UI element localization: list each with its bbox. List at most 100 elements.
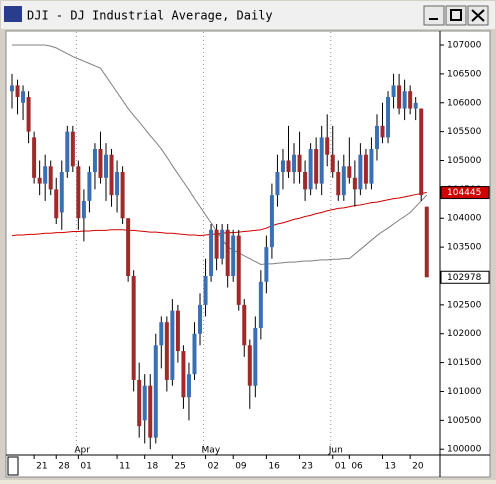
candle-body <box>164 322 169 380</box>
candle-body <box>192 333 197 375</box>
y-tick-label: 106000 <box>447 98 482 108</box>
candle-body <box>87 172 92 201</box>
y-tick-label: 102500 <box>447 300 482 310</box>
candle-body <box>186 374 191 398</box>
y-tick-label: 100500 <box>447 416 482 426</box>
x-tick-label: 18 <box>147 462 159 472</box>
candle-body <box>131 275 136 380</box>
candle-body <box>391 85 396 97</box>
minimize-button[interactable] <box>423 5 445 26</box>
candle-body <box>247 345 252 386</box>
candle-body <box>109 154 114 196</box>
candle-body <box>10 85 14 92</box>
candle-body <box>76 166 81 219</box>
x-tick-label: 23 <box>302 462 313 472</box>
y-tick-label: 105500 <box>447 127 482 137</box>
price-tag <box>440 270 490 284</box>
candle-body <box>253 327 258 386</box>
candle-body <box>369 148 374 184</box>
x-tick-label: 11 <box>119 462 130 472</box>
x-tick-label: 13 <box>385 462 396 472</box>
candle-body <box>242 304 247 346</box>
candle-body <box>358 154 363 190</box>
y-tick-label: 101500 <box>447 358 482 368</box>
candle-body <box>209 229 214 276</box>
candle-body <box>48 166 53 190</box>
price-tag-label: 104445 <box>447 188 481 198</box>
maximize-button[interactable] <box>445 5 467 26</box>
month-label: Apr <box>74 446 90 456</box>
candle-body <box>374 125 379 149</box>
candle-body <box>126 218 131 276</box>
y-tick-label: 104000 <box>447 214 482 224</box>
y-tick-label: 101000 <box>447 387 482 397</box>
candle-body <box>314 148 319 184</box>
candle-body <box>15 85 20 97</box>
candle-body <box>32 137 37 178</box>
candle-body <box>236 235 241 305</box>
candle-body <box>220 229 225 259</box>
candle-body <box>330 154 335 173</box>
candle-body <box>142 385 147 421</box>
candle-body <box>70 131 75 167</box>
x-tick-label: 01 <box>80 462 91 472</box>
candle-body <box>352 177 357 190</box>
candle-body <box>363 154 368 184</box>
candle-body <box>231 235 236 276</box>
x-tick-label: 21 <box>36 462 47 472</box>
candle-body <box>104 154 109 178</box>
candle-body <box>159 322 164 346</box>
x-tick-label: 28 <box>58 462 70 472</box>
candle-body <box>54 189 59 219</box>
candle-body <box>292 154 297 173</box>
candle-body <box>303 172 308 190</box>
window-title: DJI - DJ Industrial Average, Daily <box>27 9 273 23</box>
candle-body <box>408 91 413 109</box>
candle-body <box>397 85 402 109</box>
candle-body <box>21 91 26 103</box>
y-tick-label: 102000 <box>447 329 482 339</box>
candle-body <box>419 108 424 196</box>
candle-body <box>92 148 97 173</box>
candle-body <box>170 310 175 380</box>
candle-body <box>286 160 291 173</box>
candle-body <box>137 379 142 427</box>
candle-body <box>380 125 385 138</box>
x-tick-label: 20 <box>412 462 424 472</box>
y-tick-label: 103500 <box>447 243 482 253</box>
y-tick-label: 106500 <box>447 69 482 79</box>
candle-body <box>43 166 48 184</box>
candle-body <box>65 131 70 173</box>
candle-body <box>225 229 230 276</box>
candle-body <box>336 172 341 196</box>
candle-body <box>153 345 158 438</box>
candle-body <box>413 102 418 109</box>
x-tick-label: 25 <box>174 462 185 472</box>
candle-body <box>175 310 180 352</box>
moving-average-line <box>11 192 427 237</box>
y-tick-label: 100000 <box>447 445 482 455</box>
candle-body <box>181 351 186 398</box>
chart-area <box>5 30 491 478</box>
x-tick-label: 09 <box>235 462 247 472</box>
y-tick-label: 107000 <box>447 41 482 51</box>
close-button[interactable] <box>467 5 489 26</box>
candle-body <box>269 195 274 248</box>
month-label: Jun <box>328 446 343 456</box>
price-tag-label: 102978 <box>447 273 482 283</box>
x-tick-label: 06 <box>351 462 363 472</box>
title-bar <box>1 1 495 29</box>
candle-body <box>297 154 302 173</box>
candle-body <box>347 166 352 178</box>
scroll-box[interactable] <box>7 456 19 476</box>
candle-body <box>203 275 208 305</box>
candle-body <box>214 229 219 259</box>
candle-body <box>120 172 125 219</box>
candle-body <box>37 177 42 184</box>
candle-body <box>424 206 429 278</box>
candle-body <box>341 166 346 196</box>
app-icon <box>4 6 22 22</box>
price-tag <box>440 186 490 200</box>
candle-body <box>280 160 285 173</box>
